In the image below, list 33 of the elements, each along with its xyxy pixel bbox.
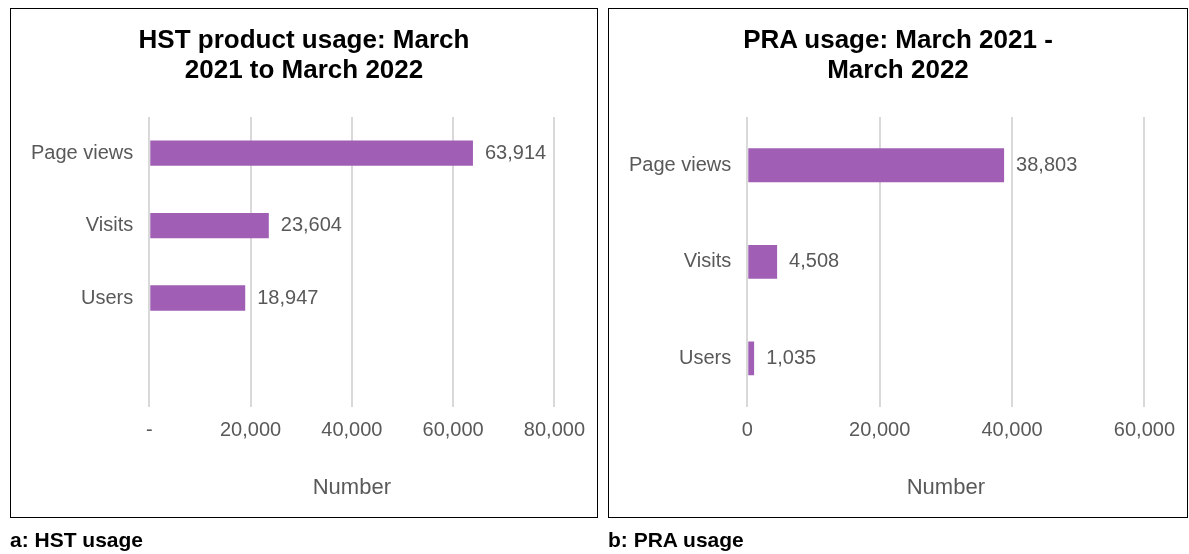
x-axis-title: Number: [906, 473, 985, 499]
x-tick-label: 20,000: [219, 418, 282, 441]
chart-title: PRA usage: March 2021 - March 2022: [742, 23, 1054, 86]
x-tick-label: 40,000: [321, 418, 383, 441]
bar: [748, 341, 755, 376]
bar: [150, 212, 269, 239]
x-tick-label: 60,000: [422, 418, 484, 441]
y-tick-label: Page views: [30, 140, 134, 163]
y-tick-label: Visits: [683, 249, 732, 272]
data-label: 1,035: [766, 345, 817, 368]
x-tick-label: 80,000: [523, 418, 585, 441]
y-tick-label: Users: [81, 285, 134, 308]
y-tick-label: Users: [679, 345, 732, 368]
bar: [748, 244, 778, 279]
data-label: 18,947: [257, 285, 319, 308]
y-tick-label: Page views: [628, 152, 732, 175]
text: a: HST usage: [10, 528, 145, 552]
x-tick-label: 20,000: [849, 418, 911, 441]
x-axis-title: Number: [312, 473, 391, 499]
y-tick-label: Visits: [85, 213, 134, 236]
data-label: 23,604: [280, 213, 342, 236]
x-tick-label: 0: [741, 418, 753, 441]
chart-title: HST product usage: March 2021 to March 2022: [137, 23, 471, 86]
x-tick-label: 40,000: [981, 418, 1043, 441]
bar: [150, 285, 246, 311]
x-tick-label: 60,000: [1113, 418, 1175, 441]
bar: [150, 140, 473, 166]
data-label: 4,508: [789, 249, 840, 272]
x-tick-label: -: [145, 418, 153, 441]
bar: [748, 148, 1005, 183]
data-label: 63,914: [484, 140, 547, 163]
data-label: 38,803: [1016, 152, 1078, 175]
text: b: PRA usage: [608, 528, 745, 552]
